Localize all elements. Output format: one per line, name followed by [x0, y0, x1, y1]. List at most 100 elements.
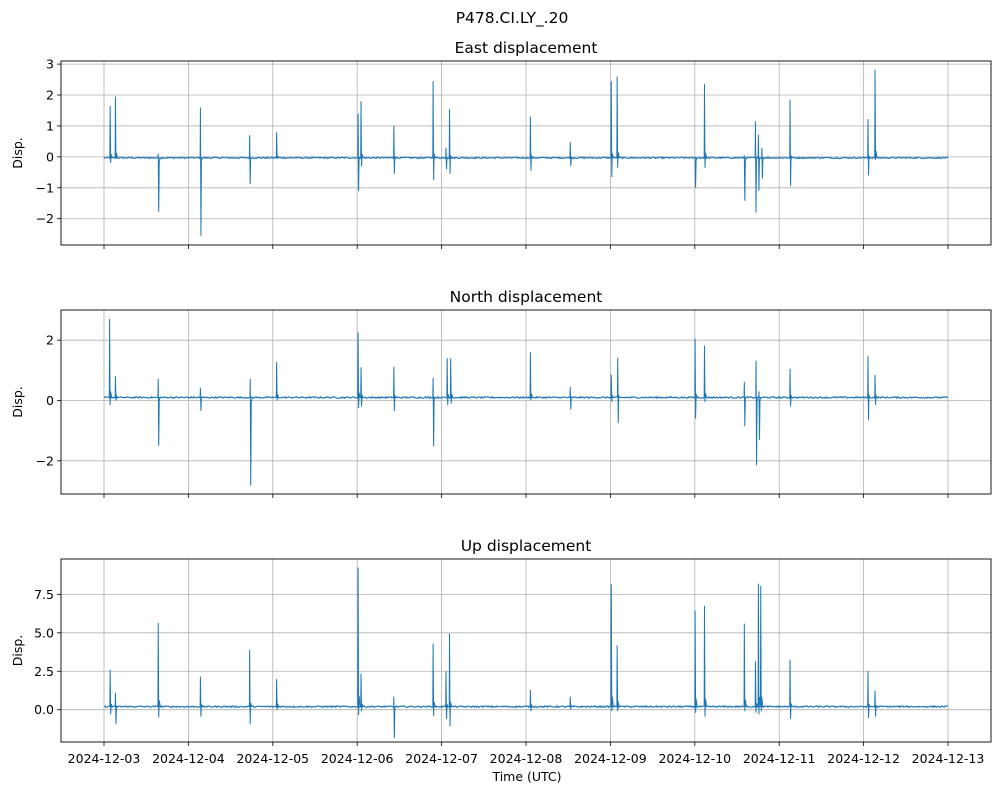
- series-spike: [610, 584, 614, 712]
- series-spike: [759, 585, 764, 712]
- x-tick-label: 2024-12-08: [490, 751, 563, 766]
- series-spike: [108, 319, 113, 406]
- series-spike: [610, 81, 614, 177]
- series-spike: [199, 107, 203, 236]
- series-spike: [432, 377, 436, 447]
- series-spike: [874, 690, 878, 717]
- series-spike: [393, 366, 397, 412]
- series-spike: [757, 134, 761, 191]
- y-tick-label: 0.0: [34, 702, 54, 717]
- series-spike: [448, 633, 453, 727]
- series-spike: [789, 659, 793, 719]
- y-tick-label: 2: [46, 88, 54, 103]
- y-tick-label: 3: [46, 57, 54, 72]
- series-spike: [360, 367, 364, 407]
- series-spike: [448, 108, 453, 174]
- series-spike: [703, 605, 708, 717]
- series-spike: [446, 358, 450, 406]
- series-spike: [743, 623, 747, 712]
- series-spike: [703, 345, 708, 403]
- series-spike: [275, 361, 280, 401]
- series-spike: [754, 121, 758, 213]
- axes-frame: [60, 60, 992, 246]
- series-spike: [249, 378, 253, 486]
- series-spike: [610, 374, 614, 403]
- series-spike: [357, 567, 361, 716]
- x-tick-label: 2024-12-10: [658, 751, 731, 766]
- series-spike: [275, 132, 280, 159]
- series-spike: [757, 583, 761, 715]
- x-tick-label: 2024-12-13: [912, 751, 985, 766]
- x-tick-label: 2024-12-04: [152, 751, 225, 766]
- series-spike: [529, 352, 533, 401]
- y-tick-label: 2: [46, 333, 54, 348]
- series-spike: [694, 156, 698, 188]
- series-spike: [199, 676, 203, 717]
- series-spike: [874, 374, 878, 406]
- y-axis-label: Disp.: [10, 635, 25, 667]
- series-spike: [114, 692, 118, 725]
- axes-title: Up displacement: [461, 537, 592, 555]
- series-spike: [867, 355, 871, 421]
- series-spike: [157, 378, 161, 446]
- series-spike: [755, 360, 759, 466]
- series-spike: [114, 376, 118, 401]
- series-spike: [867, 119, 871, 176]
- x-tick-label: 2024-12-06: [321, 751, 394, 766]
- series-spike: [616, 76, 620, 168]
- series-spike: [754, 661, 759, 713]
- series-spike: [569, 142, 573, 167]
- series-spike: [867, 671, 871, 719]
- series-spike: [569, 386, 573, 410]
- x-tick-label: 2024-12-11: [743, 751, 816, 766]
- series-spike: [445, 147, 449, 170]
- x-tick-label: 2024-12-09: [574, 751, 647, 766]
- series-spike: [157, 622, 161, 718]
- axes-frame: [60, 558, 992, 743]
- x-tick-label: 2024-12-05: [236, 751, 309, 766]
- series-spike: [199, 387, 203, 412]
- y-tick-label: 0: [46, 149, 54, 164]
- y-axis-label: Disp.: [10, 137, 25, 169]
- y-tick-label: 0: [46, 393, 54, 408]
- series-spike: [616, 645, 620, 712]
- y-tick-label: −1: [36, 180, 54, 195]
- series-spike: [357, 332, 361, 409]
- series-line: [103, 704, 949, 709]
- east-displacement-axes: −2 −1 0 1 2 3 East displacement Disp.: [10, 39, 992, 249]
- series-spike: [157, 153, 161, 212]
- series-spike: [616, 357, 621, 424]
- x-tick-label: 2024-12-03: [68, 751, 141, 766]
- series-spike: [789, 99, 793, 187]
- y-tick-label: 1: [46, 118, 54, 133]
- series-spike: [109, 105, 113, 164]
- series-spike: [360, 673, 364, 712]
- series-spike: [694, 610, 698, 713]
- series-line: [103, 395, 949, 400]
- series-spike: [393, 125, 397, 174]
- axes-title: North displacement: [450, 288, 603, 306]
- series-spike: [109, 669, 113, 715]
- series-line: [103, 156, 949, 160]
- x-tick-label: 2024-12-07: [405, 751, 478, 766]
- series-spike: [357, 113, 361, 191]
- axes-title: East displacement: [455, 39, 598, 57]
- y-axis-label: Disp.: [10, 386, 25, 418]
- y-tick-label: 5.0: [34, 625, 54, 640]
- north-displacement-axes: −2 0 2 North displacement Disp.: [10, 288, 992, 498]
- series-spike: [703, 84, 708, 168]
- series-spike: [393, 696, 397, 739]
- series-spike: [248, 135, 252, 185]
- figure-suptitle: P478.CI.LY_.20: [456, 9, 569, 28]
- series-spike: [529, 689, 533, 712]
- series-spike: [275, 678, 280, 710]
- series-spike: [529, 116, 533, 171]
- series-spike: [445, 671, 449, 719]
- series-spike: [449, 358, 454, 404]
- series-spike: [694, 338, 698, 419]
- y-tick-label: 7.5: [34, 587, 54, 602]
- x-tick-label: 2024-12-12: [827, 751, 900, 766]
- series-spike: [761, 147, 765, 179]
- up-displacement-axes: 2024-12-03 2024-12-04 2024-12-05 2024-12-06…: [10, 537, 992, 766]
